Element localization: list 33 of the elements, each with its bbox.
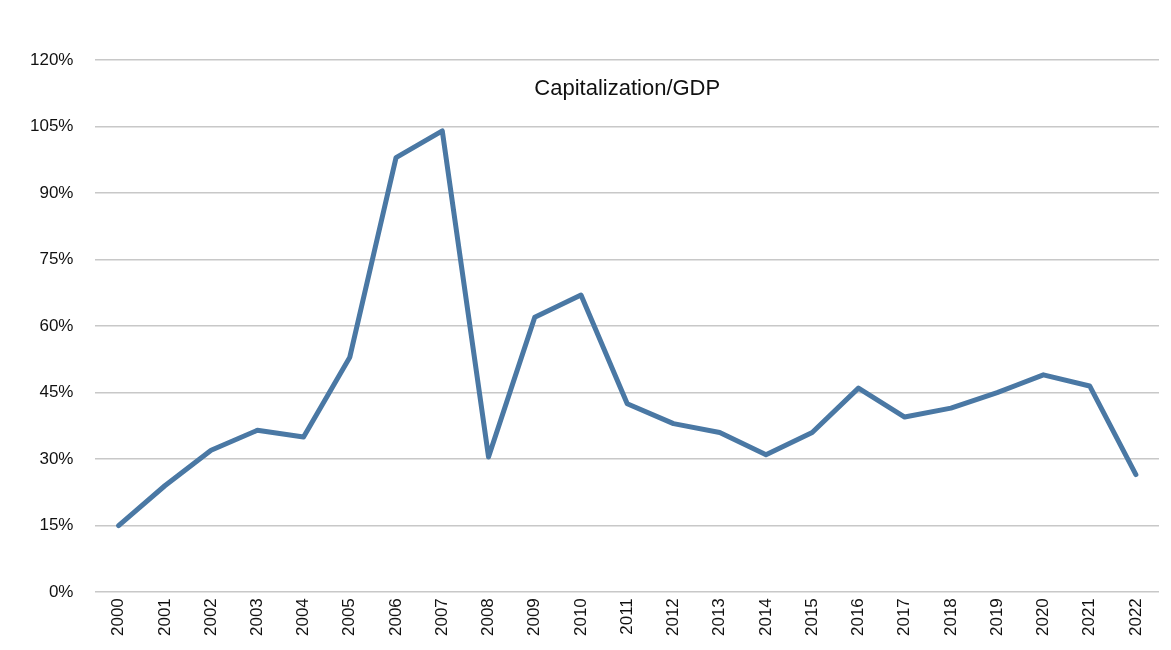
y-tick-label: 105% [30, 116, 74, 136]
x-tick-label: 2006 [385, 598, 405, 637]
y-tick-label: 60% [39, 315, 74, 335]
x-tick-label: 2017 [894, 598, 914, 637]
y-tick-label: 15% [39, 515, 74, 535]
x-tick-label: 2005 [339, 598, 359, 637]
x-tick-label: 2002 [200, 598, 220, 637]
x-tick-label: 2004 [293, 598, 313, 637]
x-tick-label: 2009 [524, 598, 544, 637]
x-tick-label: 2012 [663, 598, 683, 637]
x-tick-label: 2008 [478, 598, 498, 637]
x-tick-label: 2015 [801, 598, 821, 637]
y-tick-label: 120% [30, 49, 74, 69]
x-tick-label: 2014 [755, 598, 775, 637]
x-tick-label: 2013 [709, 598, 729, 637]
x-tick-label: 2001 [154, 598, 174, 637]
x-tick-label: 2011 [616, 598, 636, 635]
x-tick-label: 2010 [570, 598, 590, 637]
y-tick-label: 30% [39, 448, 74, 468]
x-tick-label: 2000 [108, 598, 128, 637]
x-tick-label: 2019 [986, 598, 1006, 637]
x-tick-label: 2007 [431, 598, 451, 637]
y-tick-label: 75% [39, 249, 74, 269]
x-tick-label: 2020 [1033, 598, 1053, 637]
x-tick-label: 2016 [848, 598, 868, 637]
x-tick-label: 2021 [1079, 598, 1099, 637]
x-tick-label: 2022 [1125, 598, 1145, 637]
y-tick-label: 45% [39, 382, 74, 402]
y-tick-label: 90% [39, 182, 74, 202]
x-tick-label: 2018 [940, 598, 960, 637]
y-tick-label: 0% [48, 581, 74, 601]
x-tick-label: 2003 [247, 598, 267, 637]
text: Capitalization/GDP [534, 75, 721, 101]
